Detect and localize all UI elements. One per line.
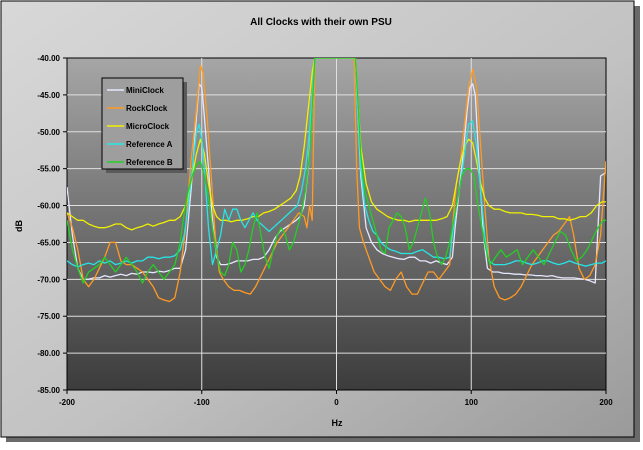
- legend-box: [101, 77, 184, 170]
- y-tick-label: -65.00: [37, 238, 60, 247]
- series-line-microclock: [67, 58, 606, 231]
- x-axis-label: Hz: [332, 418, 343, 428]
- series-line-reference-a: [67, 58, 606, 268]
- legend: MiniClock RockClock MicroClock Reference A R…: [101, 77, 187, 173]
- x-tick-label: -200: [59, 398, 76, 407]
- y-tick-label: -55.00: [37, 165, 60, 174]
- x-tick-label: 0: [334, 398, 339, 407]
- x-tick-label: -100: [194, 398, 211, 407]
- legend-label-miniclock: MiniClock: [126, 86, 164, 95]
- y-tick-label: -80.00: [37, 349, 60, 358]
- y-tick-label: -75.00: [37, 312, 60, 321]
- legend-label-reference-a: Reference A: [126, 140, 173, 149]
- axes: -40.00 -45.00 -50.00 -55.00 -60.00 -65.00 -70.…: [37, 54, 613, 407]
- y-axis-label: dB: [14, 220, 24, 232]
- y-tick-label: -85.00: [37, 386, 60, 395]
- y-tick-label: -50.00: [37, 128, 60, 137]
- series-lines: [67, 58, 606, 303]
- chart-title: All Clocks with their own PSU: [250, 17, 392, 28]
- x-tick-label: 100: [465, 398, 479, 407]
- legend-label-reference-b: Reference B: [126, 158, 173, 167]
- y-tick-label: -60.00: [37, 202, 60, 211]
- x-tick-label: 200: [599, 398, 613, 407]
- legend-label-rockclock: RockClock: [126, 104, 168, 113]
- legend-label-microclock: MicroClock: [126, 122, 170, 131]
- y-tick-label: -70.00: [37, 275, 60, 284]
- y-tick-label: -40.00: [37, 54, 60, 63]
- series-line-reference-b: [67, 58, 606, 284]
- series-line-rockclock: [67, 58, 606, 303]
- y-tick-label: -45.00: [37, 91, 60, 100]
